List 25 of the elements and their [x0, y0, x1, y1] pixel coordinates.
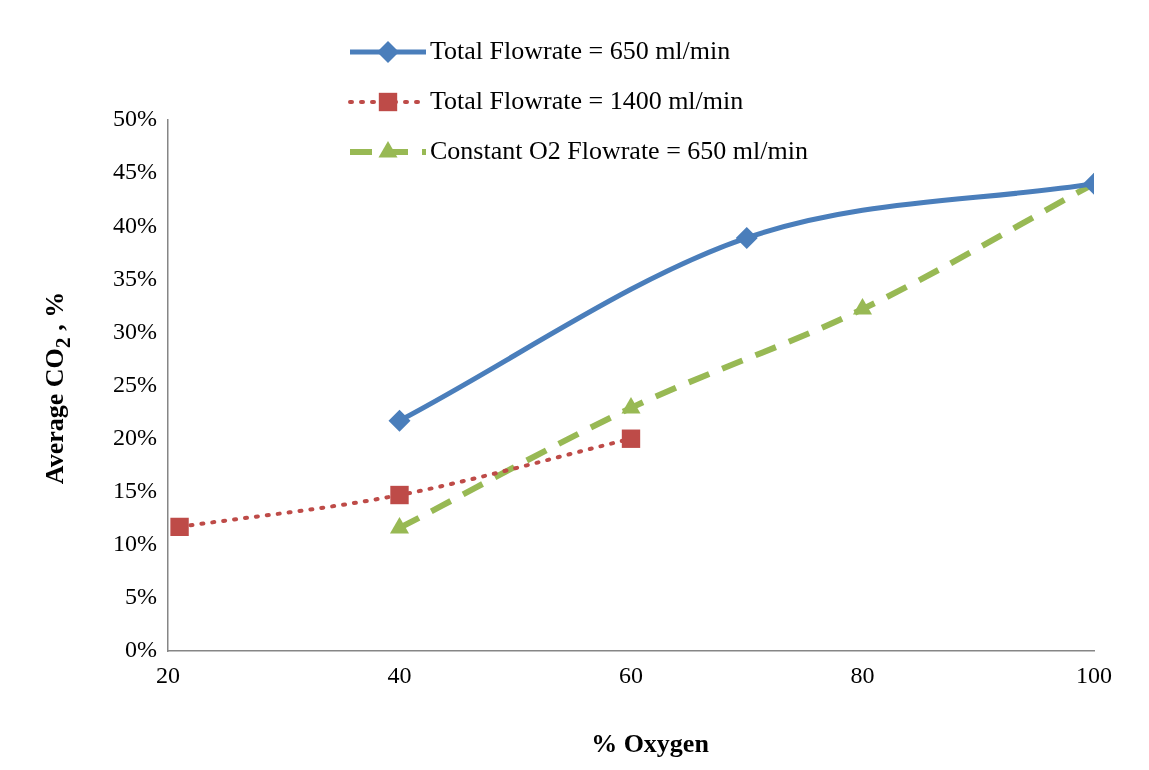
y-tick-label: 20% [112, 424, 157, 451]
y-tick-label: 25% [112, 370, 157, 397]
legend-label: Total Flowrate = 650 ml/min [430, 35, 731, 65]
y-tick-label: 30% [112, 317, 157, 344]
x-axis-title: % Oxygen [591, 729, 709, 759]
x-tick-label: 40 [387, 661, 412, 688]
point [388, 409, 411, 432]
legend-label: Constant O2 Flowrate = 650 ml/min [430, 135, 808, 165]
y-tick-label: 15% [112, 477, 157, 504]
point [735, 226, 758, 249]
point [621, 429, 641, 448]
y-tick-label: 5% [124, 583, 157, 610]
y-tick-label: 40% [112, 211, 157, 238]
y-tick-label: 0% [124, 636, 157, 663]
point [390, 485, 409, 505]
y-tick-label: 45% [112, 158, 157, 185]
y-tick-label: 50% [112, 105, 157, 132]
x-tick-label: 80 [850, 661, 875, 688]
point [170, 517, 189, 537]
y-tick-label: 10% [112, 530, 157, 557]
y-tick-label: 35% [112, 264, 157, 291]
x-tick-label: 60 [619, 661, 643, 688]
legend-label: Total Flowrate = 1400 ml/min [430, 85, 744, 115]
x-tick-label: 100 [1076, 661, 1112, 688]
x-tick-label: 20 [155, 661, 180, 688]
